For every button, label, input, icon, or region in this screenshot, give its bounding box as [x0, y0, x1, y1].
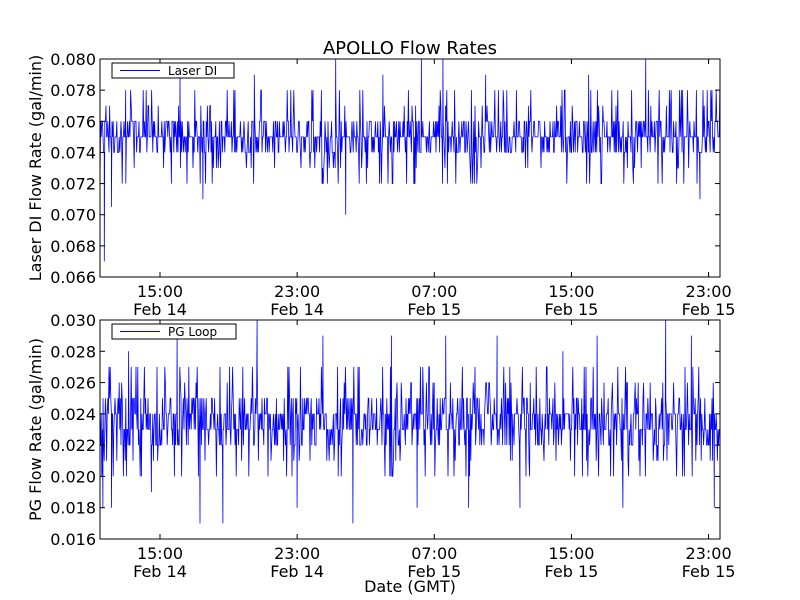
x-axis-label: Date (GMT) [364, 577, 456, 596]
pg-loop-x-tick-date-label: Feb 15 [682, 562, 736, 581]
laser-di-x-tick-time-label: 23:00 [274, 282, 320, 301]
pg-loop-x-tick-date-label: Feb 15 [545, 562, 599, 581]
laser-di-x-tick-date-label: Feb 15 [545, 300, 599, 319]
pg-loop-y-tick-label: 0.022 [50, 436, 96, 455]
laser-di-x-tick-time-label: 15:00 [137, 282, 183, 301]
laser-di-plot-frame [99, 58, 721, 278]
laser-di-x-tick-date-label: Feb 15 [407, 300, 461, 319]
pg-loop-plot-frame [99, 319, 721, 540]
pg-loop-x-tick-date-label: Feb 15 [407, 562, 461, 581]
laser-di-y-tick-label: 0.074 [50, 143, 96, 162]
pg-loop-y-tick-label: 0.020 [50, 467, 96, 486]
laser-di-panel: 0.066 0.068 0.070 0.072 0.074 0.076 0.078 0.080… [26, 50, 735, 319]
laser-di-y-tick-label: 0.066 [50, 268, 96, 287]
laser-di-x-tick-date-label: Feb 14 [133, 300, 187, 319]
pg-loop-legend: PG Loop [111, 323, 237, 340]
pg-loop-x-tick-time-label: 15:00 [548, 544, 594, 563]
laser-di-y-tick-label: 0.072 [50, 175, 96, 194]
pg-loop-y-tick-label: 0.024 [50, 405, 96, 424]
pg-loop-legend-label: PG Loop [168, 325, 217, 339]
laser-di-legend-label: Laser DI [168, 64, 217, 78]
pg-loop-x-tick-date-label: Feb 14 [133, 562, 187, 581]
laser-di-y-axis-label: Laser DI Flow Rate (gal/min) [26, 55, 45, 282]
pg-loop-legend-box [111, 323, 237, 340]
pg-loop-y-tick-label: 0.016 [50, 530, 96, 549]
laser-di-legend-box [111, 62, 235, 79]
pg-loop-x-tick-time-label: 23:00 [274, 544, 320, 563]
pg-loop-x-tick-time-label: 15:00 [137, 544, 183, 563]
laser-di-x-tick-time-label: 15:00 [548, 282, 594, 301]
laser-di-x-tick-time-label: 23:00 [686, 282, 732, 301]
laser-di-y-tick-label: 0.070 [50, 206, 96, 225]
laser-di-x-tick-date-label: Feb 14 [270, 300, 324, 319]
laser-di-y-tick-label: 0.078 [50, 81, 96, 100]
pg-loop-y-tick-label: 0.030 [50, 311, 96, 330]
pg-loop-panel: 0.016 0.018 0.020 0.022 0.024 0.026 0.028 0.030… [26, 311, 735, 581]
laser-di-y-tick-label: 0.076 [50, 112, 96, 131]
pg-loop-y-tick-label: 0.028 [50, 342, 96, 361]
pg-loop-y-tick-label: 0.018 [50, 499, 96, 518]
pg-loop-x-tick-time-label: 23:00 [686, 544, 732, 563]
pg-loop-x-tick-time-label: 07:00 [411, 544, 457, 563]
pg-loop-x-tick-date-label: Feb 14 [270, 562, 324, 581]
laser-di-x-tick-date-label: Feb 15 [682, 300, 736, 319]
pg-loop-y-tick-label: 0.026 [50, 374, 96, 393]
laser-di-y-tick-label: 0.080 [50, 50, 96, 69]
laser-di-y-tick-label: 0.068 [50, 237, 96, 256]
chart-title: APOLLO Flow Rates [323, 38, 497, 59]
laser-di-x-tick-time-label: 07:00 [411, 282, 457, 301]
pg-loop-y-axis-label: PG Flow Rate (gal/min) [26, 338, 45, 521]
laser-di-series-line [100, 59, 720, 262]
laser-di-legend: Laser DI [111, 62, 235, 79]
pg-loop-series-line [100, 320, 720, 524]
